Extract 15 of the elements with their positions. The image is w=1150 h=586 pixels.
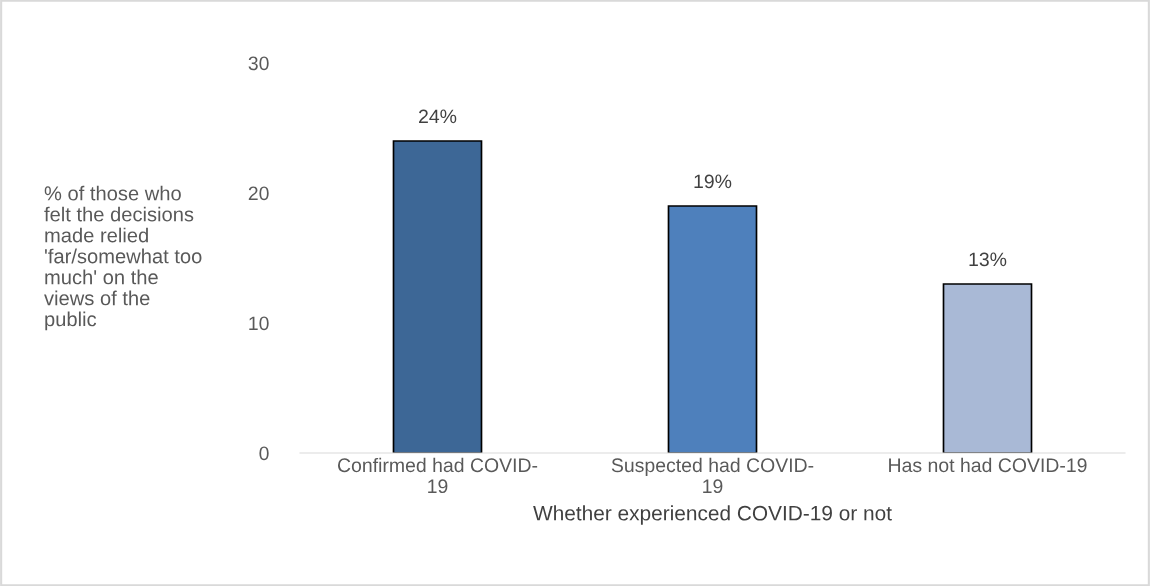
bar <box>942 283 1033 453</box>
bar <box>667 205 758 453</box>
y-tick-label: 10 <box>249 316 269 331</box>
y-axis-title: % of those who felt the decisions made relied 'far/somewhat too much' on the views of the public <box>44 185 202 331</box>
y-tick-label: 30 <box>248 56 269 71</box>
x-tick-label: Has not had COVID-19 <box>889 457 1087 473</box>
x-tick-label: Suspected had COVID- 19 <box>611 457 814 494</box>
data-label: 19% <box>694 174 732 189</box>
y-tick-label: 0 <box>259 446 269 461</box>
x-axis-title: Whether experienced COVID-19 or not <box>533 505 892 525</box>
bar <box>392 140 483 453</box>
data-label: 24% <box>419 109 457 124</box>
data-label: 13% <box>969 252 1007 267</box>
x-tick-label: Confirmed had COVID- 19 <box>337 457 538 494</box>
y-tick-label: 20 <box>248 186 269 201</box>
